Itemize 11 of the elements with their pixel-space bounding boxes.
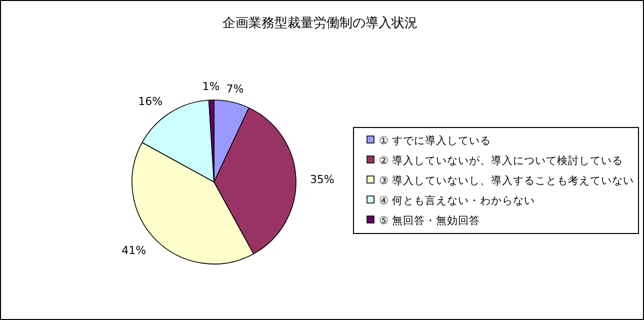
data-label: 7%: [226, 82, 244, 96]
data-label: 35%: [310, 172, 334, 186]
legend-label: ④ 何とも言えない・わからない: [379, 194, 535, 207]
data-label: 1%: [202, 80, 220, 94]
chart-title: 企画業務型裁量労働制の導入状況: [222, 16, 418, 31]
data-label: 41%: [122, 244, 146, 257]
legend-label: ③ 導入していないし、導入することも考えていない: [379, 174, 634, 187]
legend-label: ⑤ 無回答・無効回答: [379, 214, 480, 227]
legend-label: ① すでに導入している: [379, 134, 491, 147]
data-label: 16%: [138, 94, 163, 108]
legend-label: ② 導入していないが、導入について検討している: [379, 154, 623, 167]
